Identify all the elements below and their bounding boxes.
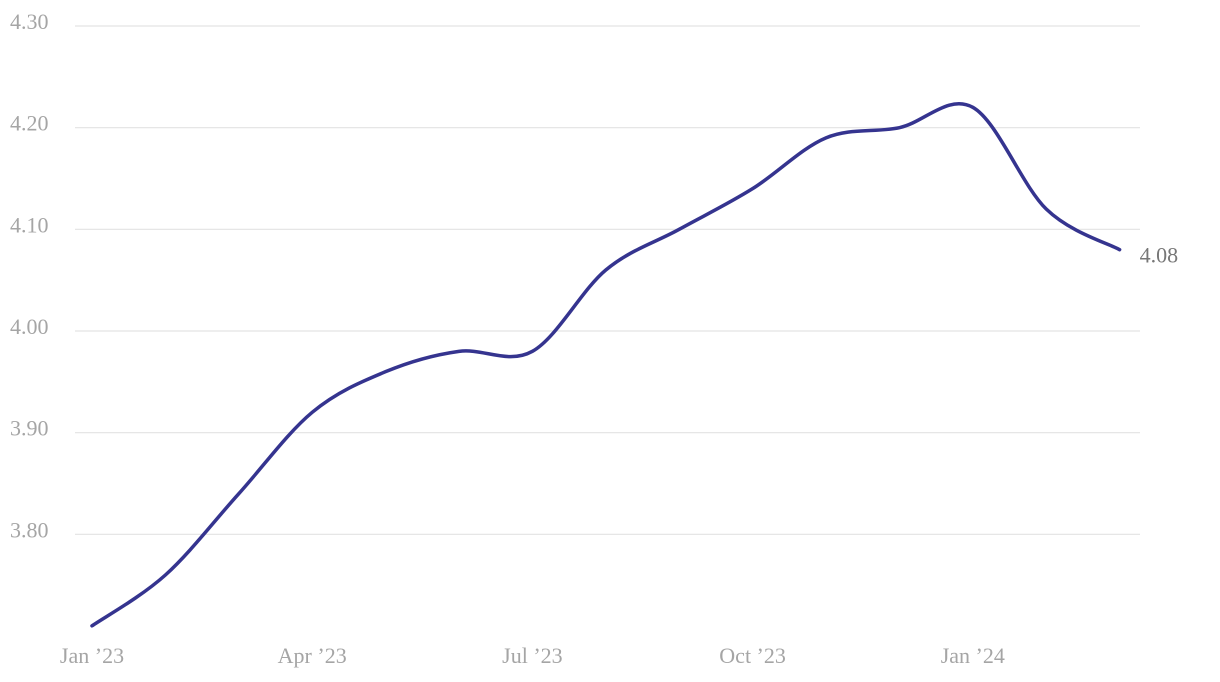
y-tick-label: 4.00 bbox=[10, 314, 49, 339]
y-tick-label: 3.90 bbox=[10, 416, 49, 441]
x-tick-label: Jan ’24 bbox=[941, 643, 1005, 668]
x-tick-label: Jan ’23 bbox=[60, 643, 124, 668]
line bbox=[90, 102, 1122, 628]
y-tick-label: 3.80 bbox=[10, 517, 49, 542]
x-tick-label: Jul ’23 bbox=[502, 643, 563, 668]
end-value-label: 4.08 bbox=[1140, 243, 1179, 268]
y-tick-label: 4.20 bbox=[10, 111, 49, 136]
y-tick-label: 4.10 bbox=[10, 212, 49, 237]
x-tick-label: Oct ’23 bbox=[719, 643, 786, 668]
y-tick-label: 4.30 bbox=[10, 9, 49, 34]
x-tick-label: Apr ’23 bbox=[278, 643, 347, 668]
